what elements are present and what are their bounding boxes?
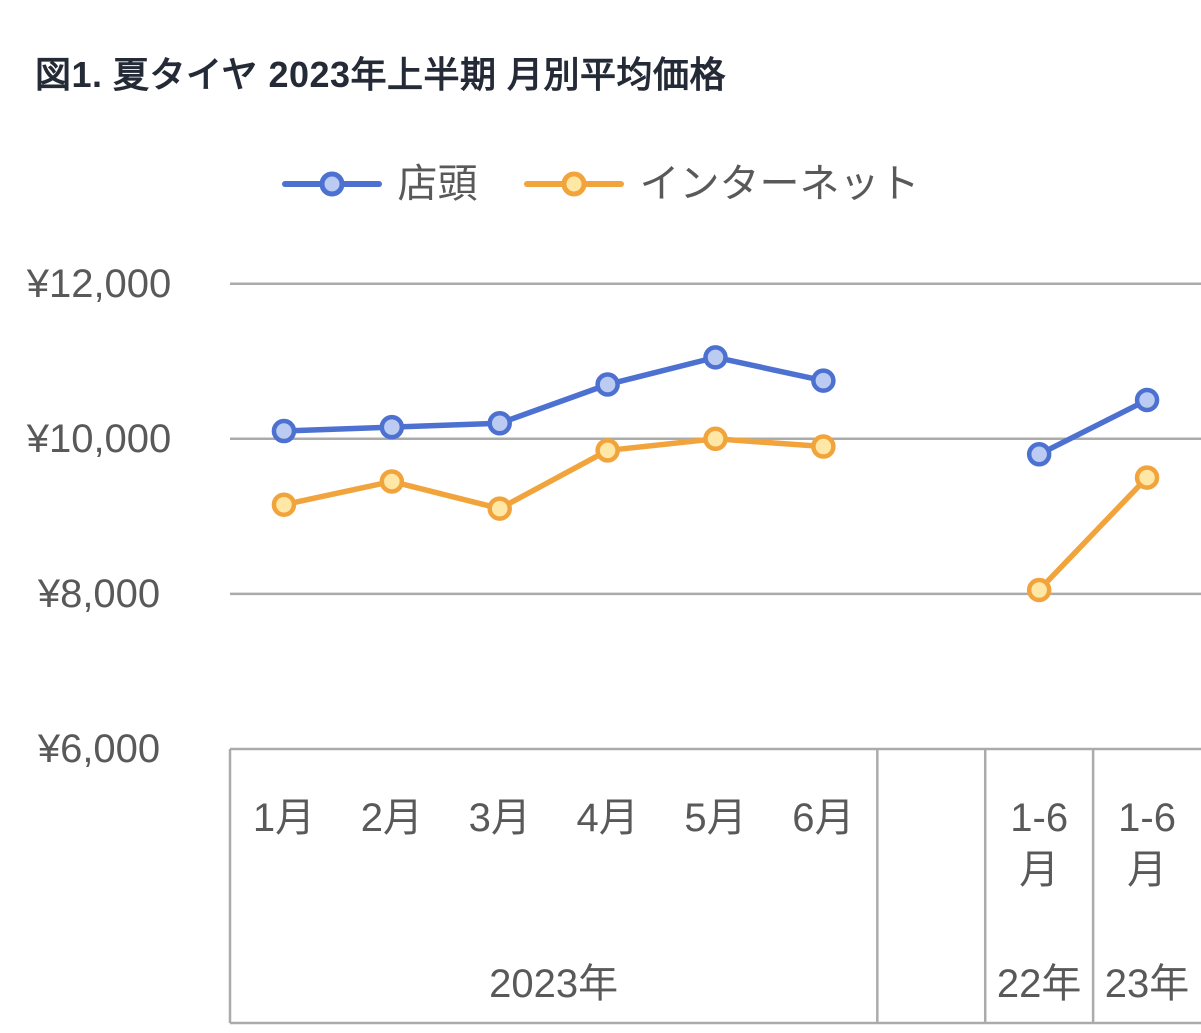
- data-point-series-0: [379, 414, 405, 440]
- series-line-0: [1036, 397, 1150, 458]
- data-point-series-1: [271, 492, 297, 517]
- legend-label-internet: インターネット: [639, 162, 920, 206]
- data-point-series-1: [487, 496, 512, 521]
- chart-title: 図1. 夏タイヤ 2023年上半期 月別平均価格: [35, 54, 727, 95]
- legend-label-store: 店頭: [397, 162, 478, 206]
- data-point-series-0: [703, 345, 728, 370]
- data-point-series-0: [811, 368, 836, 393]
- data-point-series-1: [1026, 577, 1052, 603]
- y-tick-label: ¥6,000: [37, 727, 161, 771]
- series-line-0: [281, 354, 827, 434]
- x-group-label: 2023年: [489, 962, 619, 1006]
- data-point-series-0: [271, 418, 297, 444]
- data-point-series-1: [811, 434, 836, 459]
- data-point-series-0: [1134, 387, 1160, 413]
- legend-marker-dot-blue: [319, 171, 344, 197]
- x-group-label: 23年: [1104, 962, 1190, 1006]
- data-point-series-0: [487, 411, 512, 436]
- data-point-series-0: [1026, 442, 1052, 467]
- series-line-1: [1036, 474, 1150, 593]
- x-tick-label: 5月: [684, 796, 747, 840]
- x-tick-label: 3月: [468, 796, 531, 840]
- data-point-series-1: [1134, 465, 1160, 490]
- x-tick-label: 1月: [252, 796, 316, 840]
- legend-marker-dot-orange: [561, 171, 586, 197]
- y-tick-label: ¥10,000: [26, 416, 172, 461]
- legend-item-internet: インターネット: [523, 158, 920, 210]
- data-point-series-1: [379, 469, 405, 494]
- x-tick-label: 1-6 月: [1118, 796, 1176, 892]
- series-line-1: [281, 436, 827, 512]
- x-group-label: 22年: [996, 962, 1082, 1006]
- x-tick-label: 2月: [360, 796, 423, 840]
- data-point-series-1: [595, 438, 620, 463]
- legend-item-store: 店頭: [281, 158, 478, 210]
- y-tick-label: ¥8,000: [37, 571, 161, 616]
- legend-line-sample-blue: [281, 171, 382, 197]
- data-point-series-0: [595, 372, 620, 397]
- chart-legend: 店頭 インターネット: [0, 158, 1201, 210]
- y-tick-label: ¥12,000: [26, 261, 172, 306]
- data-point-series-1: [703, 426, 728, 452]
- legend-line-sample-orange: [523, 171, 624, 197]
- x-tick-label: 6月: [792, 796, 855, 840]
- x-tick-label: 1-6 月: [1010, 796, 1069, 892]
- x-tick-label: 4月: [576, 796, 639, 840]
